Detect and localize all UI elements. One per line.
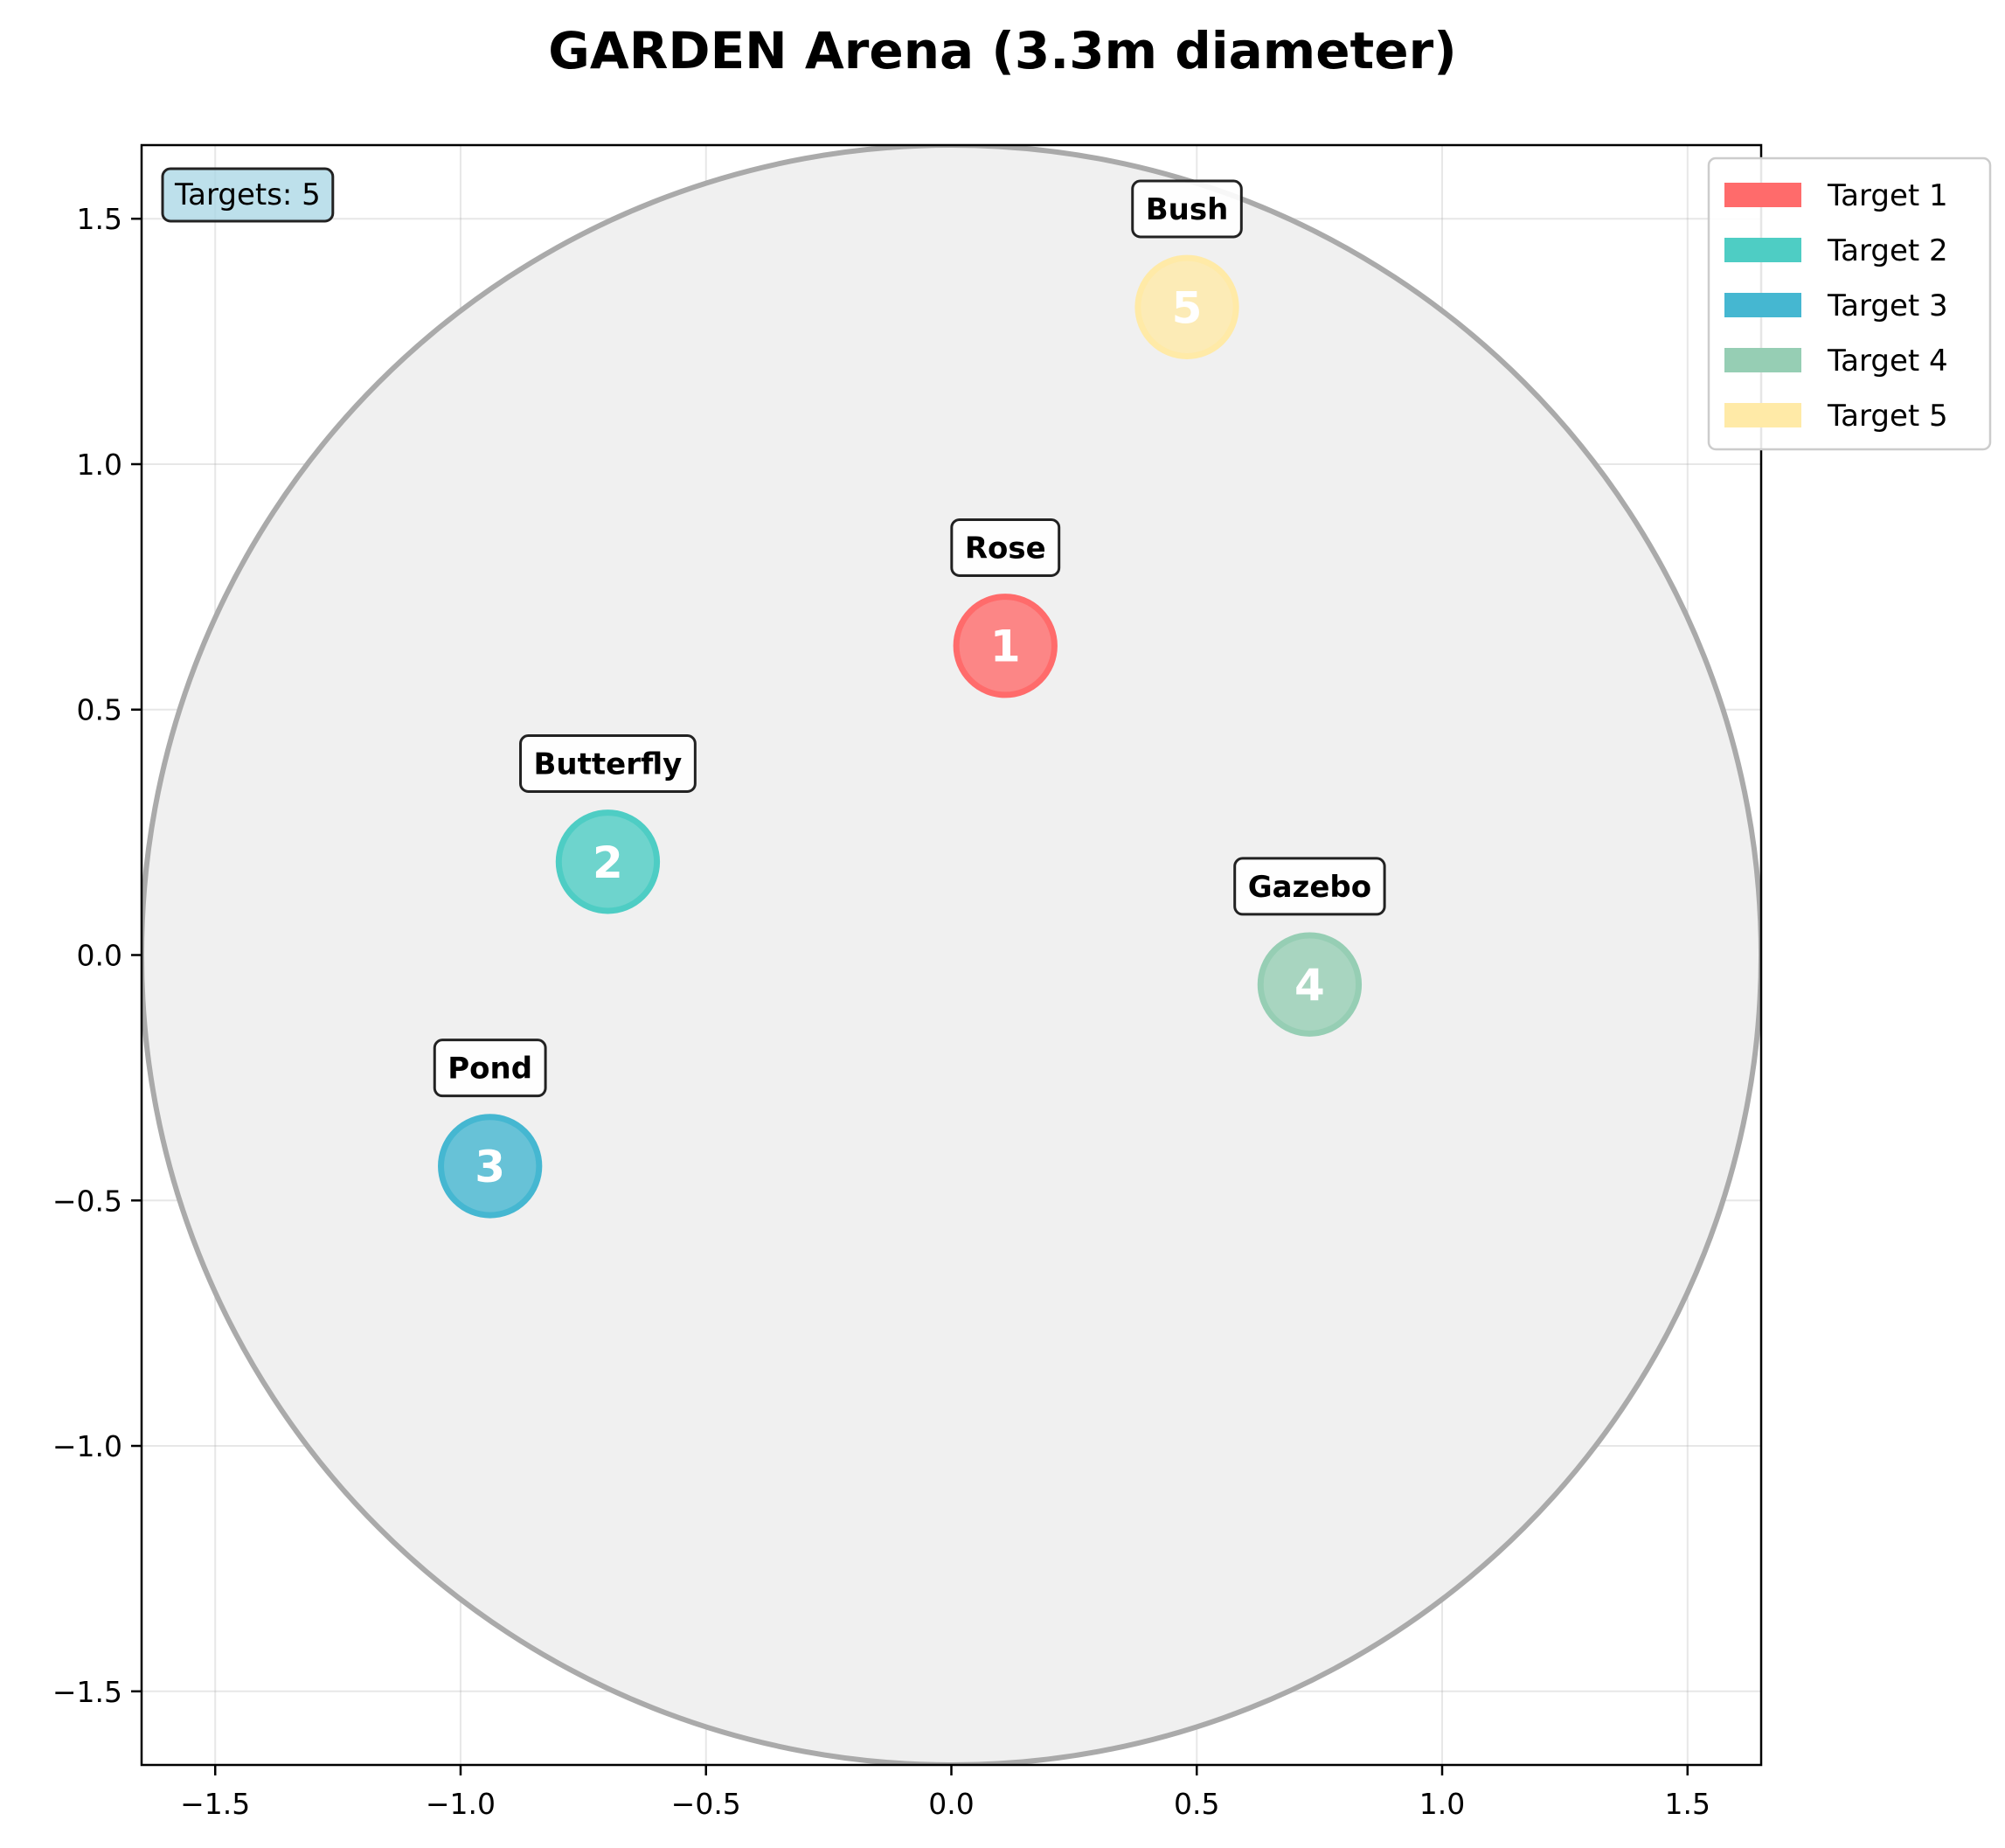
chart-title: GARDEN Arena (3.3m diameter) xyxy=(548,21,1456,80)
legend-entry: Target 1 xyxy=(1827,178,1948,213)
target-label-box xyxy=(433,1039,547,1098)
y-tick-label: −0.5 xyxy=(52,1184,122,1218)
legend-entry: Target 5 xyxy=(1827,399,1948,434)
target-marker xyxy=(953,594,1058,698)
target-label: Butterfly xyxy=(534,747,683,782)
plot-area: 1 Rose 2 Butterfly 3 Pond 4 Gazebo 5 Bush Targets:… xyxy=(52,143,1763,1821)
y-tick-label: 1.5 xyxy=(77,202,122,236)
legend: Target 1 Target 2 Target 3 Target 4 Target 5 xyxy=(1707,156,1992,451)
legend-entry: Target 3 xyxy=(1827,288,1948,323)
y-tick-label: 1.0 xyxy=(77,448,122,482)
x-tick-label: 1.5 xyxy=(1665,1787,1710,1821)
target-number: 3 xyxy=(475,1142,505,1192)
target-counter-text: Targets: 5 xyxy=(174,177,321,212)
target-label-box xyxy=(1131,179,1243,239)
target-3: 3 Pond xyxy=(433,1039,547,1219)
target-marker xyxy=(555,809,661,914)
target-label: Rose xyxy=(965,531,1046,566)
legend-entry: Target 4 xyxy=(1827,344,1948,379)
target-counter-box xyxy=(161,167,335,223)
legend-swatch xyxy=(1724,348,1801,372)
target-counter: Targets: 5 xyxy=(161,167,335,223)
legend-swatch xyxy=(1724,403,1801,427)
plot-content xyxy=(142,145,1761,1765)
target-4: 4 Gazebo xyxy=(1233,857,1386,1037)
y-tick-label: 0.0 xyxy=(77,939,122,973)
target-label: Pond xyxy=(447,1052,532,1087)
y-tick-label: −1.5 xyxy=(52,1675,122,1709)
target-1: 1 Rose xyxy=(950,518,1061,698)
target-number: 2 xyxy=(593,837,623,888)
x-tick-label: 0.0 xyxy=(928,1787,974,1821)
target-label-box xyxy=(519,734,697,794)
y-tick-label: −1.0 xyxy=(52,1429,122,1463)
y-tick-label: 0.5 xyxy=(77,693,122,727)
target-label: Bush xyxy=(1146,192,1229,227)
target-5: 5 Bush xyxy=(1131,179,1243,359)
target-marker xyxy=(1134,254,1239,359)
target-marker xyxy=(1257,932,1363,1037)
x-tick-label: 0.5 xyxy=(1174,1787,1219,1821)
x-tick-label: −0.5 xyxy=(671,1787,741,1821)
legend-swatch xyxy=(1724,293,1801,317)
legend-entry: Target 2 xyxy=(1827,233,1948,268)
legend-swatch xyxy=(1724,183,1801,207)
target-label: Gazebo xyxy=(1248,870,1371,905)
target-label-box xyxy=(950,518,1061,577)
target-2: 2 Butterfly xyxy=(519,734,697,914)
target-label-box xyxy=(1233,857,1386,916)
legend-frame xyxy=(1707,156,1992,451)
target-number: 5 xyxy=(1172,282,1203,333)
target-number: 4 xyxy=(1294,960,1325,1011)
target-number: 1 xyxy=(990,622,1021,672)
x-tick-label: 1.0 xyxy=(1419,1787,1465,1821)
arena-circle xyxy=(142,145,1761,1765)
ticks xyxy=(131,217,1689,1775)
x-tick-label: −1.5 xyxy=(180,1787,250,1821)
target-marker xyxy=(438,1114,543,1219)
legend-swatch xyxy=(1724,238,1801,262)
x-tick-label: −1.0 xyxy=(426,1787,496,1821)
